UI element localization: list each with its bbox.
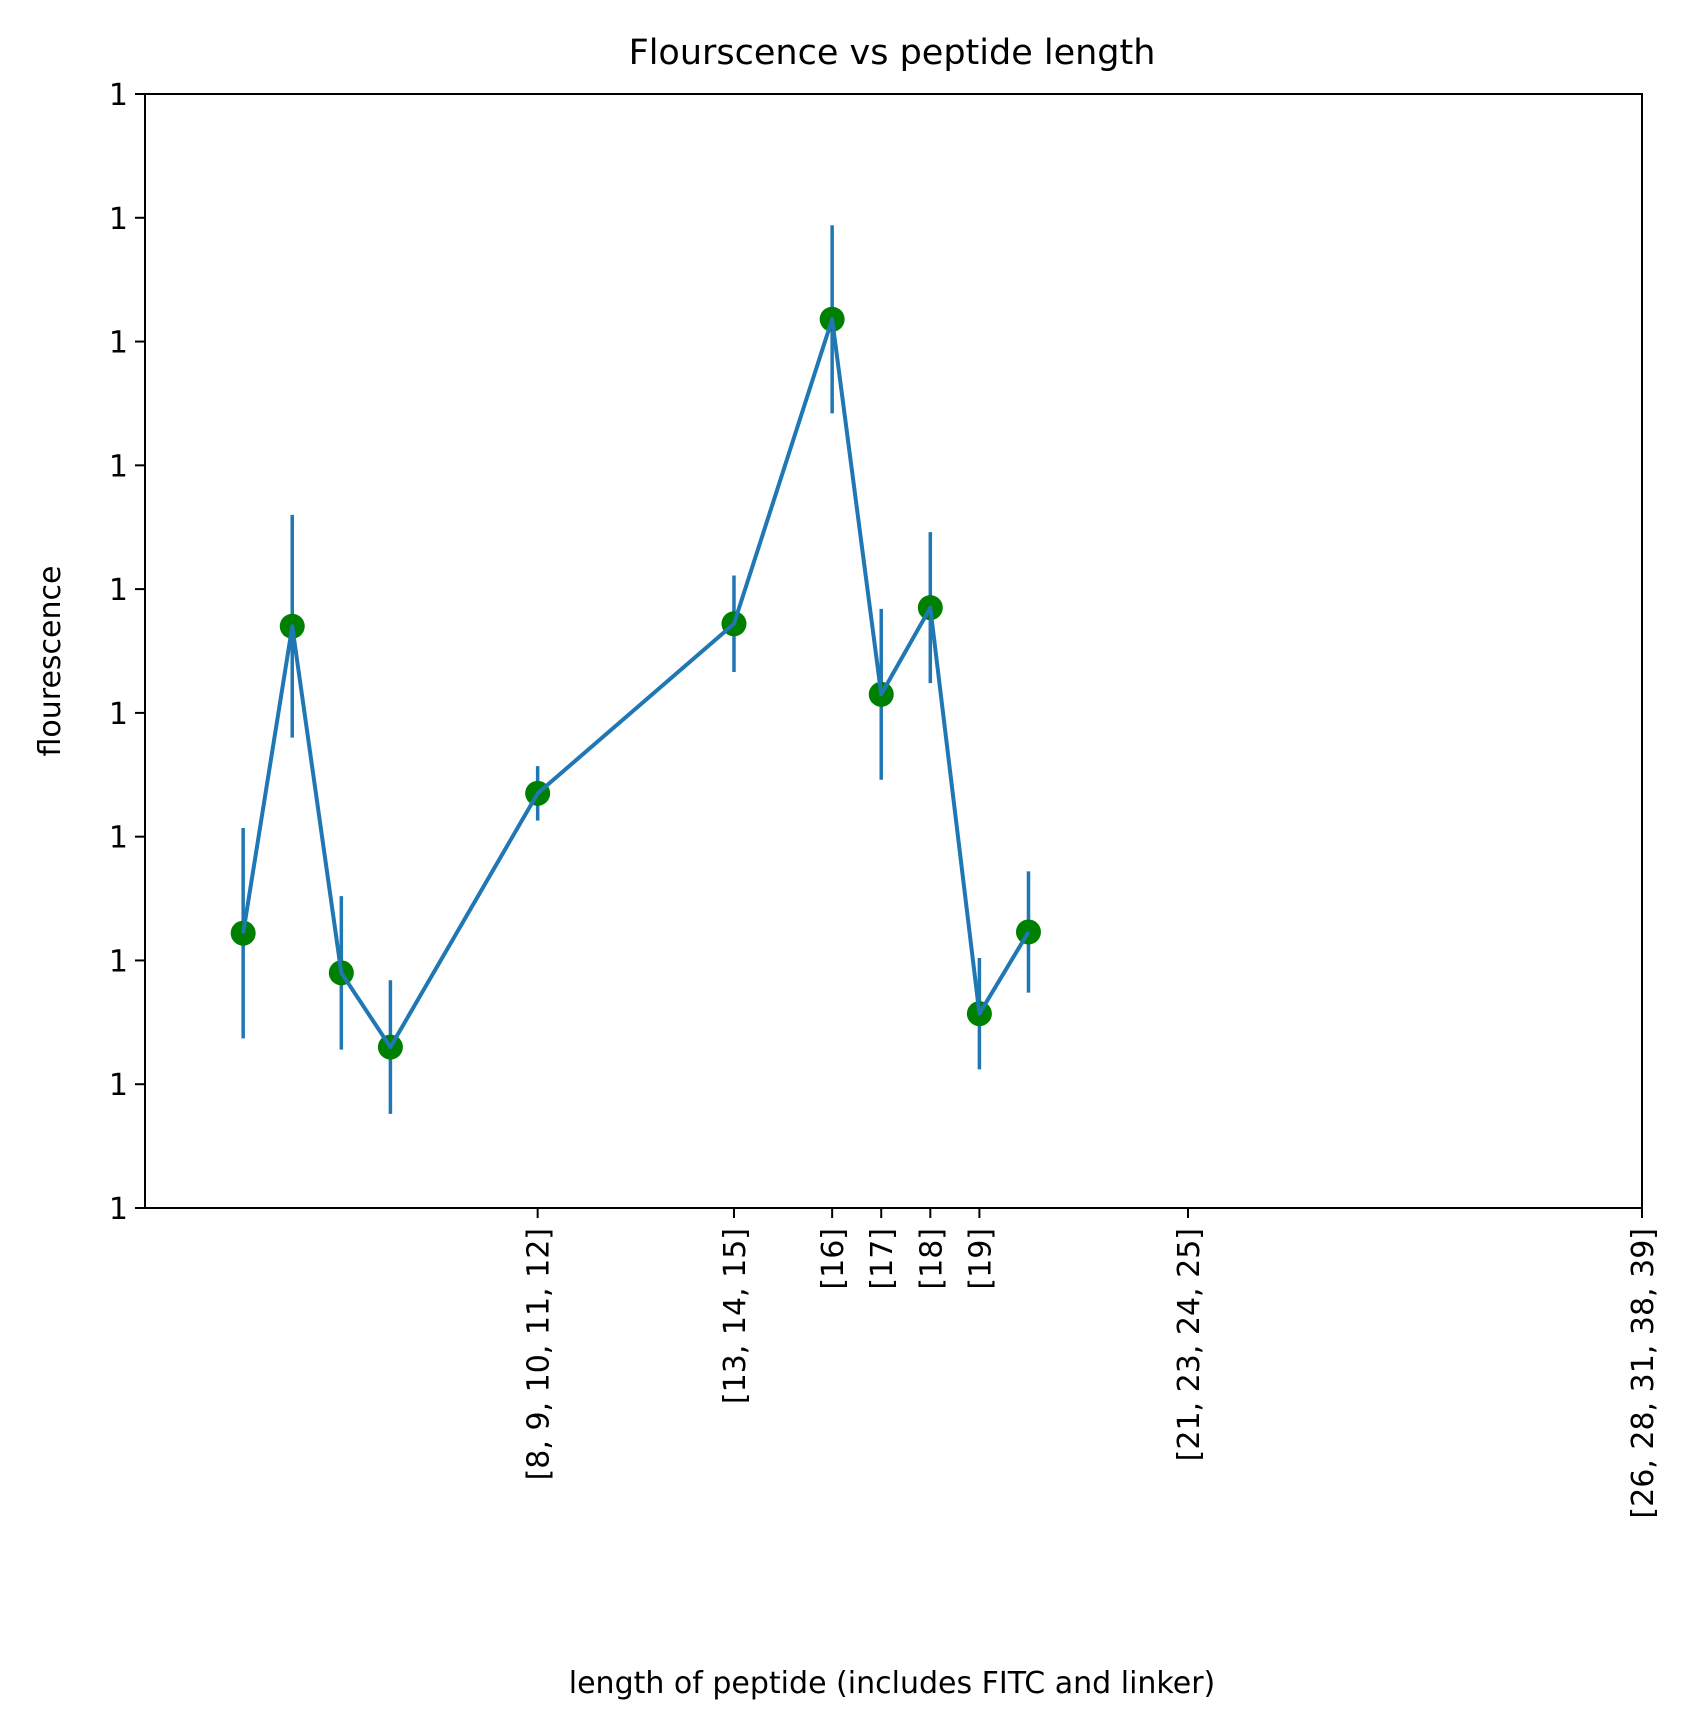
series-line bbox=[241, 317, 1031, 1050]
x-tick-label: [17] bbox=[865, 1228, 900, 1290]
y-tick-label: 1 bbox=[109, 449, 128, 484]
x-axis-label: length of peptide (includes FITC and lin… bbox=[569, 1666, 1215, 1701]
y-tick-label: 1 bbox=[109, 821, 128, 856]
y-tick-label: 1 bbox=[109, 944, 128, 979]
y-tick-label: 1 bbox=[109, 326, 128, 361]
y-tick-label: 1 bbox=[109, 573, 128, 608]
y-tick-label: 1 bbox=[109, 697, 128, 732]
x-axis: [8, 9, 10, 11, 12] [13, 14, 15] [16] [17] [1… bbox=[522, 1208, 1661, 1519]
x-tick-label: [8, 9, 10, 11, 12] bbox=[522, 1228, 557, 1480]
y-tick-label: 1 bbox=[109, 78, 128, 113]
x-tick-label: [18] bbox=[914, 1228, 949, 1290]
plot-area bbox=[144, 93, 1643, 1209]
chart-title: Flourscence vs peptide length bbox=[629, 33, 1156, 73]
x-tick-label: [16] bbox=[816, 1228, 851, 1290]
y-axis: 1 1 1 1 1 1 1 1 1 1 bbox=[109, 78, 145, 1227]
y-tick-label: 1 bbox=[109, 202, 128, 237]
x-tick-label: [21, 23, 24, 25] bbox=[1172, 1228, 1207, 1461]
x-tick-label: [26, 28, 31, 38, 39] bbox=[1626, 1228, 1661, 1519]
y-axis-label: flourescence bbox=[33, 566, 68, 757]
y-tick-label: 1 bbox=[109, 1192, 128, 1227]
x-tick-label: [19] bbox=[963, 1228, 998, 1290]
axes-frame bbox=[144, 93, 1643, 1209]
x-tick-label: [13, 14, 15] bbox=[718, 1228, 753, 1404]
y-tick-label: 1 bbox=[109, 1068, 128, 1103]
